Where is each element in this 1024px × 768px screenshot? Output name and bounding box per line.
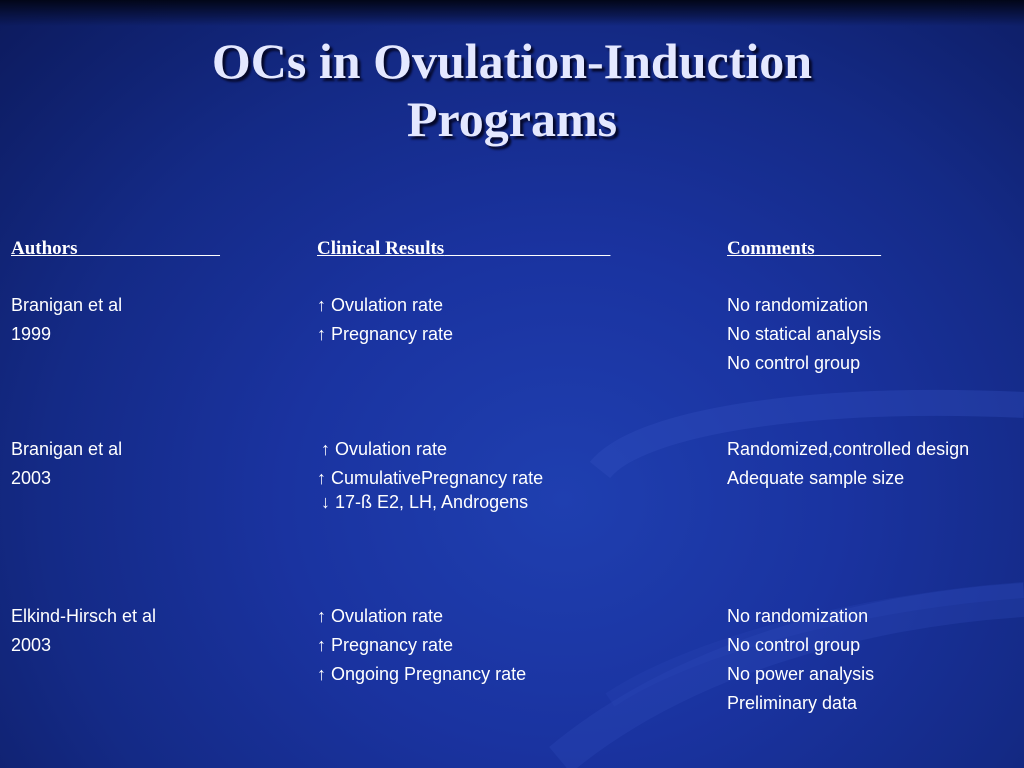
study-1-comment-2: No statical analysis <box>727 324 882 344</box>
study-3-result-2: ↑ Pregnancy rate <box>317 635 454 655</box>
slide-title: OCs in Ovulation-Induction Programs <box>0 32 1024 148</box>
study-2-comment-1: Randomized,controlled design <box>727 439 970 459</box>
header-comments: Comments <box>727 238 815 259</box>
study-1-author: Branigan et al <box>11 295 123 315</box>
study-1-comment-3: No control group <box>727 353 861 373</box>
study-2-comment-2: Adequate sample size <box>727 468 905 488</box>
header-authors: Authors <box>11 238 78 259</box>
title-line-2: Programs <box>406 91 618 147</box>
study-3-comment-2: No control group <box>727 635 861 655</box>
title-line-1: OCs in Ovulation-Induction <box>211 33 813 89</box>
study-1-result-2: ↑ Pregnancy rate <box>317 324 454 344</box>
study-2-author: Branigan et al <box>11 439 123 459</box>
study-2-result-2: ↑ CumulativePregnancy rate <box>317 468 544 488</box>
study-1-result-1: ↑ Ovulation rate <box>317 295 444 315</box>
study-1-year: 1999 <box>11 324 52 344</box>
study-3-comment-1: No randomization <box>727 606 869 626</box>
study-3-year: 2003 <box>11 635 52 655</box>
study-3-result-1: ↑ Ovulation rate <box>317 606 444 626</box>
study-3-author: Elkind-Hirsch et al <box>11 606 157 626</box>
header-clinical-results: Clinical Results <box>317 238 445 259</box>
study-3-comment-3: No power analysis <box>727 664 875 684</box>
study-3-result-3: ↑ Ongoing Pregnancy rate <box>317 664 527 684</box>
study-1-comment-1: No randomization <box>727 295 869 315</box>
study-2-result-3: ↓ 17-ß E2, LH, Androgens <box>321 492 529 512</box>
study-3-comment-4: Preliminary data <box>727 693 858 713</box>
top-dark-band <box>0 0 1024 26</box>
study-2-year: 2003 <box>11 468 52 488</box>
study-2-result-1: ↑ Ovulation rate <box>321 439 448 459</box>
